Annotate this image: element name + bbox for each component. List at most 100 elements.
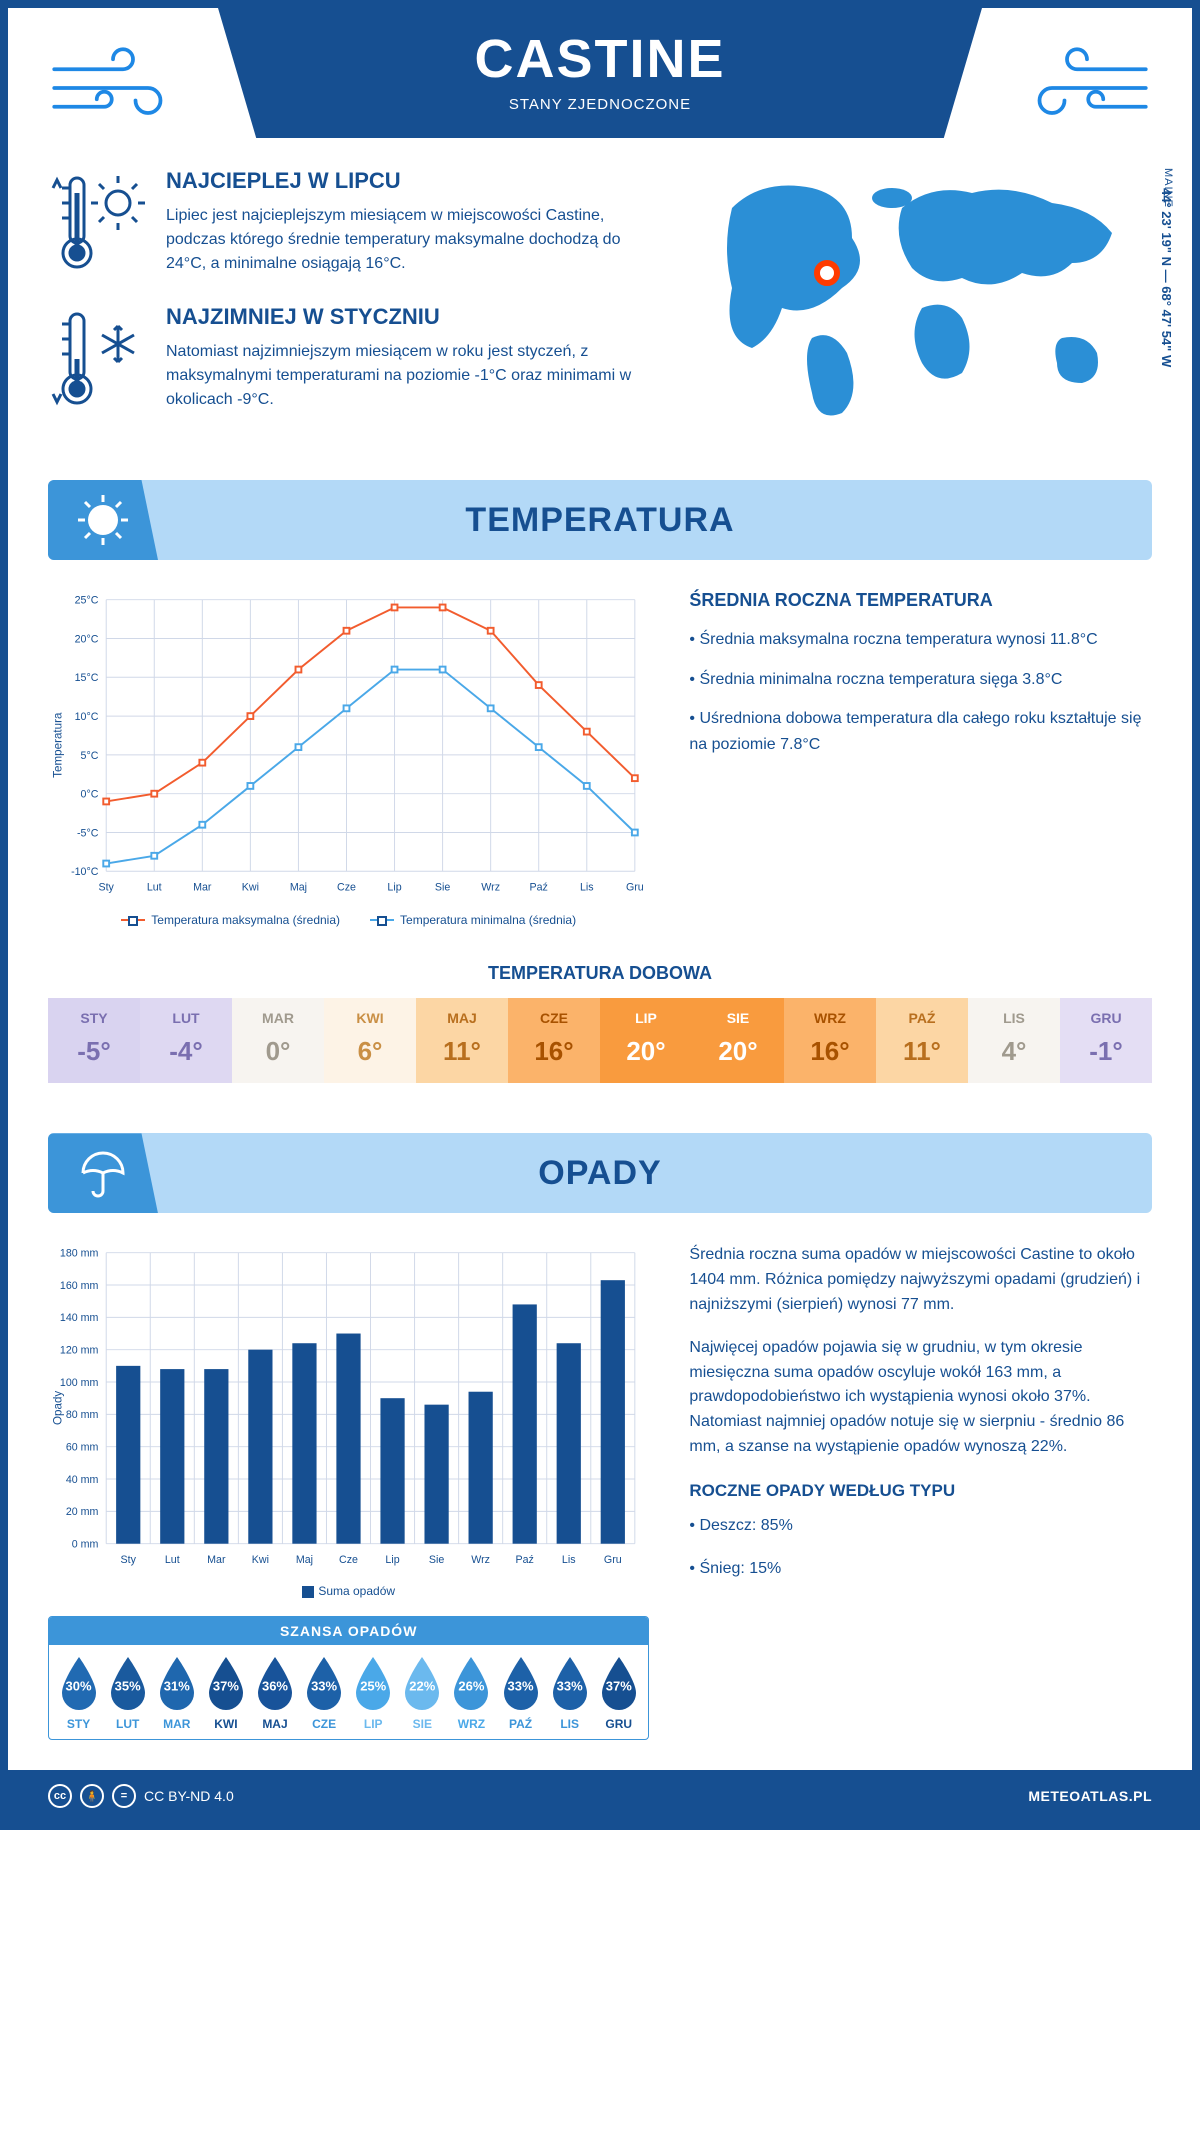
svg-text:160 mm: 160 mm (60, 1280, 99, 1292)
svg-text:Paź: Paź (530, 882, 548, 894)
rain-chance-month: LIP (350, 1717, 397, 1731)
daily-temp-title: TEMPERATURA DOBOWA (48, 963, 1152, 984)
daily-value: 4° (972, 1036, 1056, 1067)
intro-text-column: NAJCIEPLEJ W LIPCU Lipiec jest najcieple… (48, 168, 662, 440)
svg-text:Sty: Sty (98, 882, 114, 894)
temperature-summary: ŚREDNIA ROCZNA TEMPERATURA • Średnia mak… (689, 590, 1152, 927)
svg-text:10°C: 10°C (75, 711, 99, 723)
rain-chance-value: 37% (213, 1678, 239, 1693)
by-icon: 🧍 (80, 1784, 104, 1808)
rain-chance-month: MAJ (251, 1717, 298, 1731)
daily-temp-cell: SIE 20° (692, 998, 784, 1083)
svg-text:Sie: Sie (429, 1554, 444, 1566)
rain-chance-cell: 31% MAR (153, 1655, 200, 1731)
rain-chance-cell: 22% SIE (399, 1655, 446, 1731)
svg-text:5°C: 5°C (81, 750, 99, 762)
rainfall-section-header: OPADY (48, 1133, 1152, 1213)
svg-text:60 mm: 60 mm (66, 1442, 99, 1454)
svg-text:Lut: Lut (165, 1554, 180, 1566)
daily-month: LUT (144, 1010, 228, 1026)
rain-chance-cell: 33% PAŹ (497, 1655, 544, 1731)
daily-temp-cell: STY -5° (48, 998, 140, 1083)
raindrop-icon: 35% (105, 1655, 151, 1711)
svg-text:20 mm: 20 mm (66, 1507, 99, 1519)
header: CASTINE STANY ZJEDNOCZONE (48, 38, 1152, 138)
svg-text:Lis: Lis (580, 882, 594, 894)
temperature-title: TEMPERATURA (158, 501, 1152, 540)
svg-text:Maj: Maj (296, 1554, 313, 1566)
coldest-title: NAJZIMNIEJ W STYCZNIU (166, 304, 662, 330)
daily-temp-cell: PAŹ 11° (876, 998, 968, 1083)
rain-chance-cell: 33% CZE (301, 1655, 348, 1731)
svg-text:Kwi: Kwi (242, 882, 259, 894)
infographic-frame: CASTINE STANY ZJEDNOCZONE (0, 0, 1200, 1830)
rain-chance-cell: 25% LIP (350, 1655, 397, 1731)
svg-text:Wrz: Wrz (471, 1554, 490, 1566)
temp-bullet-0: • Średnia maksymalna roczna temperatura … (689, 627, 1152, 653)
rain-chance-month: LUT (104, 1717, 151, 1731)
wind-icon-right (1002, 38, 1152, 128)
country-subtitle: STANY ZJEDNOCZONE (248, 96, 952, 113)
sun-icon (48, 480, 158, 560)
warmest-title: NAJCIEPLEJ W LIPCU (166, 168, 662, 194)
daily-month: MAR (236, 1010, 320, 1026)
coordinates: 44° 23' 19" N — 68° 47' 54" W (1159, 188, 1174, 367)
daily-temp-cell: LIS 4° (968, 998, 1060, 1083)
cc-icon: cc (48, 1784, 72, 1808)
svg-text:Opady: Opady (52, 1391, 65, 1425)
svg-text:25°C: 25°C (75, 595, 99, 607)
annual-temp-title: ŚREDNIA ROCZNA TEMPERATURA (689, 590, 1152, 611)
raindrop-icon: 22% (399, 1655, 445, 1711)
temperature-row: -10°C-5°C0°C5°C10°C15°C20°C25°CStyLutMar… (48, 590, 1152, 927)
umbrella-icon (48, 1133, 158, 1213)
coldest-block: NAJZIMNIEJ W STYCZNIU Natomiast najzimni… (48, 304, 662, 414)
daily-temp-cell: WRZ 16° (784, 998, 876, 1083)
raindrop-icon: 31% (154, 1655, 200, 1711)
wind-icon-left (48, 38, 198, 128)
raindrop-icon: 33% (498, 1655, 544, 1711)
daily-value: 20° (696, 1036, 780, 1067)
rain-chance-cell: 30% STY (55, 1655, 102, 1731)
raindrop-icon: 26% (448, 1655, 494, 1711)
rainfall-bar-chart: 0 mm20 mm40 mm60 mm80 mm100 mm120 mm140 … (48, 1243, 649, 1573)
daily-month: MAJ (420, 1010, 504, 1026)
rain-chance-cell: 33% LIS (546, 1655, 593, 1731)
svg-text:Gru: Gru (626, 882, 644, 894)
world-map-icon (692, 168, 1152, 428)
svg-text:Sty: Sty (121, 1554, 137, 1566)
svg-text:0°C: 0°C (81, 789, 99, 801)
daily-value: -4° (144, 1036, 228, 1067)
location-title: CASTINE (248, 28, 952, 90)
svg-text:140 mm: 140 mm (60, 1313, 99, 1325)
rain-chance-month: STY (55, 1717, 102, 1731)
svg-text:Wrz: Wrz (481, 882, 500, 894)
rain-chance-value: 37% (606, 1678, 632, 1693)
intro-section: NAJCIEPLEJ W LIPCU Lipiec jest najcieple… (48, 168, 1152, 440)
rain-chance-title: SZANSA OPADÓW (49, 1617, 648, 1645)
rain-chance-cell: 36% MAJ (251, 1655, 298, 1731)
svg-text:Kwi: Kwi (252, 1554, 269, 1566)
temperature-section-header: TEMPERATURA (48, 480, 1152, 560)
daily-value: 16° (788, 1036, 872, 1067)
daily-temp-cell: MAR 0° (232, 998, 324, 1083)
daily-month: LIP (604, 1010, 688, 1026)
license-block: cc 🧍 = CC BY-ND 4.0 (48, 1784, 234, 1808)
temp-chart-legend: Temperatura maksymalna (średnia) Tempera… (48, 913, 649, 927)
rain-chance-value: 33% (557, 1678, 583, 1693)
rain-chance-month: GRU (595, 1717, 642, 1731)
svg-text:Lip: Lip (387, 882, 401, 894)
daily-month: LIS (972, 1010, 1056, 1026)
temp-bullet-2: • Uśredniona dobowa temperatura dla całe… (689, 706, 1152, 757)
svg-text:15°C: 15°C (75, 672, 99, 684)
rain-chance-value: 30% (66, 1678, 92, 1693)
svg-text:Paź: Paź (516, 1554, 534, 1566)
rain-para-1: Najwięcej opadów pojawia się w grudniu, … (689, 1336, 1152, 1460)
rainfall-row: 0 mm20 mm40 mm60 mm80 mm100 mm120 mm140 … (48, 1243, 1152, 1740)
raindrop-icon: 37% (203, 1655, 249, 1711)
daily-month: SIE (696, 1010, 780, 1026)
rain-chance-month: SIE (399, 1717, 446, 1731)
svg-text:Maj: Maj (290, 882, 307, 894)
daily-value: 0° (236, 1036, 320, 1067)
rain-chance-month: LIS (546, 1717, 593, 1731)
daily-month: WRZ (788, 1010, 872, 1026)
